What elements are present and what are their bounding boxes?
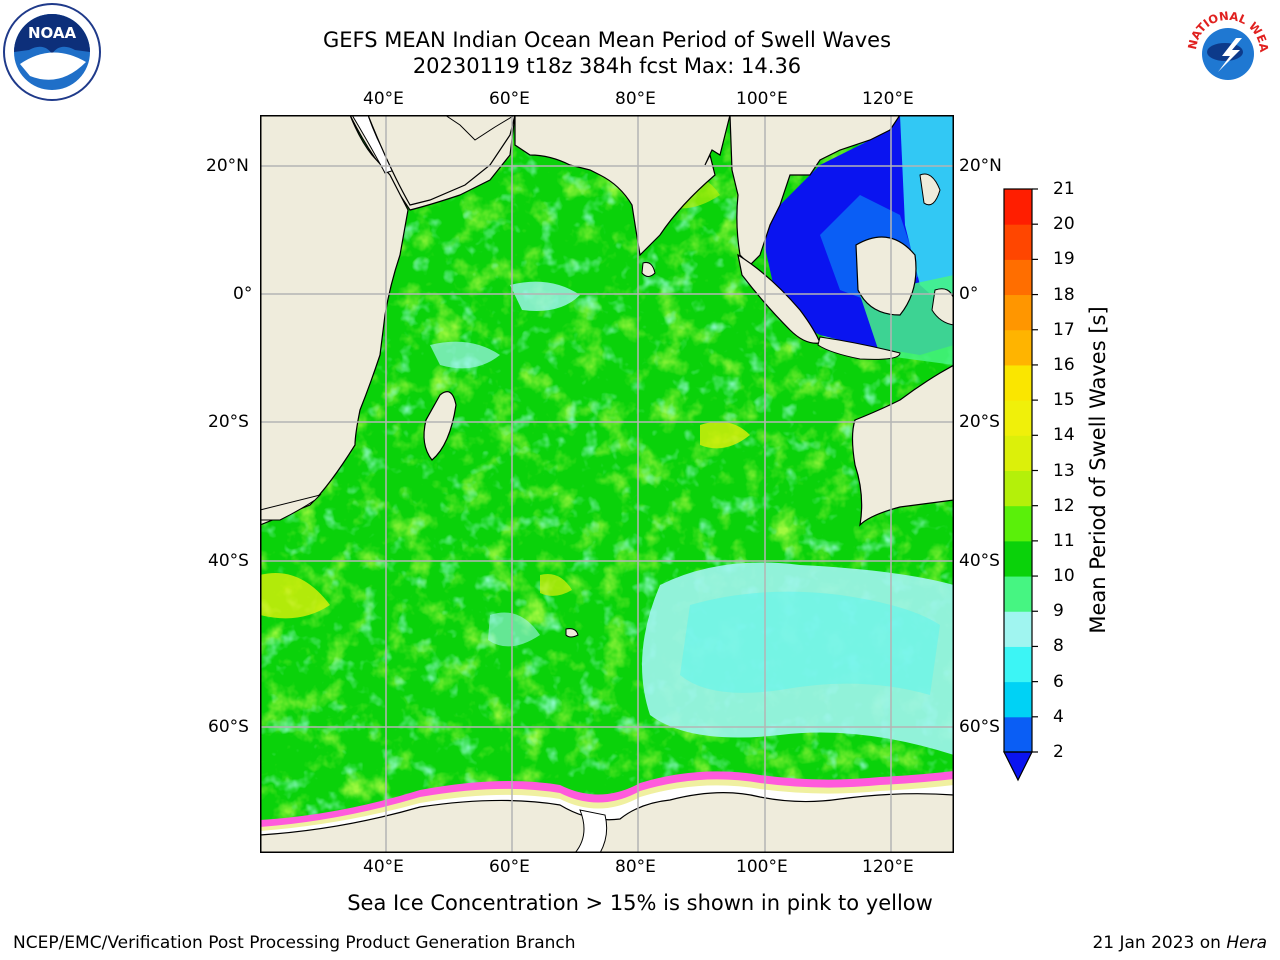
noaa-logo: NOAA	[0, 2, 104, 102]
lon-label-top: 100°E	[736, 89, 788, 109]
lon-label-top: 40°E	[363, 89, 404, 109]
colorbar-label: Mean Period of Swell Waves [s]	[1086, 306, 1110, 634]
colorbar-segment	[1004, 329, 1032, 366]
svg-text:NOAA: NOAA	[28, 24, 77, 42]
colorbar-segment	[1004, 364, 1032, 401]
lat-label-right: 20°N	[959, 156, 1002, 176]
colorbar-segment	[1004, 400, 1032, 436]
colorbar-segment	[1004, 435, 1032, 471]
colorbar-segment	[1004, 716, 1032, 753]
colorbar-segment	[1004, 611, 1032, 647]
lat-label-left: 0°	[233, 284, 253, 304]
colorbar-segment	[1004, 505, 1032, 542]
colorbar-tick-label: 11	[1053, 530, 1075, 551]
footer-date-text: 21 Jan 2023 on	[1092, 933, 1227, 953]
colorbar-segment	[1004, 540, 1032, 577]
lat-label-right: 20°S	[959, 412, 1000, 432]
footer-credit: NCEP/EMC/Verification Post Processing Pr…	[13, 933, 576, 953]
colorbar-tick-label: 21	[1053, 179, 1075, 199]
colorbar-tick-label: 9	[1053, 601, 1064, 622]
lon-label-top: 120°E	[862, 89, 914, 109]
colorbar-tick-label: 16	[1053, 354, 1075, 375]
colorbar-segment	[1004, 470, 1032, 507]
lon-label-bottom: 120°E	[862, 857, 914, 877]
lat-label-right: 40°S	[959, 551, 1000, 571]
footer-host: Hera	[1226, 933, 1267, 953]
colorbar	[1000, 185, 1050, 785]
ocean-map	[260, 115, 954, 853]
lat-label-left: 60°S	[208, 717, 249, 737]
lat-label-left: 40°S	[208, 551, 249, 571]
lat-label-right: 0°	[959, 284, 979, 304]
colorbar-segment	[1004, 646, 1032, 683]
colorbar-tick-label: 15	[1053, 390, 1075, 411]
colorbar-tick-label: 6	[1053, 671, 1064, 692]
sea-ice-note: Sea Ice Concentration > 15% is shown in …	[347, 891, 933, 915]
colorbar-segment	[1004, 189, 1032, 225]
colorbar-tick-label: 17	[1053, 319, 1075, 340]
colorbar-tick-label: 20	[1053, 214, 1075, 235]
colorbar-tick-label: 13	[1053, 460, 1075, 481]
lon-label-top: 60°E	[489, 89, 530, 109]
colorbar-segment	[1004, 681, 1032, 718]
chart-subtitle: 20230119 t18z 384h fcst Max: 14.36	[412, 54, 802, 78]
colorbar-segment	[1004, 224, 1032, 260]
colorbar-tick-label: 10	[1053, 566, 1075, 587]
colorbar-tick-label: 2	[1053, 742, 1064, 762]
colorbar-segment	[1004, 259, 1032, 296]
colorbar-tick-label: 19	[1053, 249, 1075, 270]
lon-label-bottom: 80°E	[615, 857, 656, 877]
chart-title: GEFS MEAN Indian Ocean Mean Period of Sw…	[322, 28, 892, 52]
colorbar-tick-label: 14	[1053, 425, 1075, 446]
lon-label-top: 80°E	[615, 89, 656, 109]
nws-logo: NATIONAL WEATHER SERVICE	[1173, 0, 1278, 100]
lon-label-bottom: 40°E	[363, 857, 404, 877]
colorbar-tick-label: 12	[1053, 495, 1075, 516]
lat-label-left: 20°N	[206, 156, 249, 176]
colorbar-segment	[1004, 294, 1032, 331]
colorbar-tick-label: 8	[1053, 636, 1064, 657]
lon-label-bottom: 100°E	[736, 857, 788, 877]
lon-label-bottom: 60°E	[489, 857, 530, 877]
lat-label-right: 60°S	[959, 717, 1000, 737]
footer-date: 21 Jan 2023 on Hera	[1092, 933, 1267, 953]
colorbar-tick-label: 4	[1053, 706, 1064, 727]
colorbar-tick-label: 18	[1053, 284, 1075, 305]
lat-label-left: 20°S	[208, 412, 249, 432]
colorbar-segment	[1004, 576, 1032, 612]
colorbar-extend-arrow	[1003, 751, 1033, 782]
